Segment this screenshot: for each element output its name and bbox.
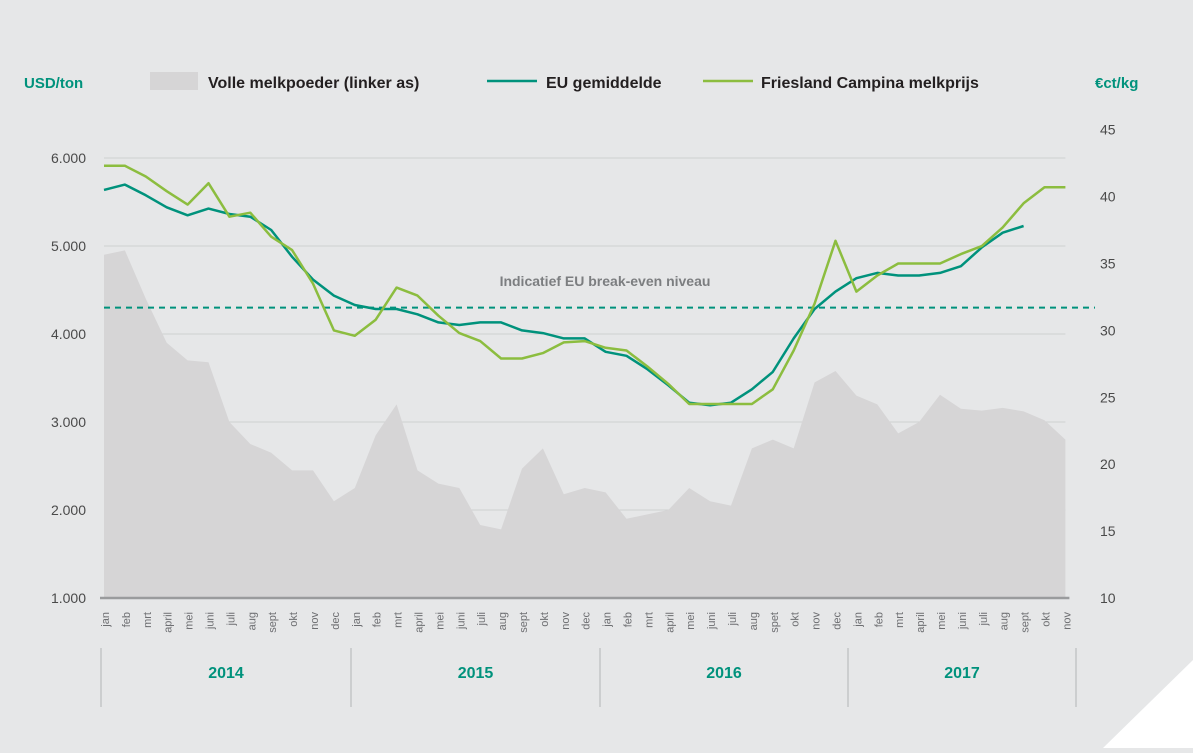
month-tick-label: juni <box>957 612 969 630</box>
month-tick-label: jan <box>351 612 363 628</box>
legend-area-label: Volle melkpoeder (linker as) <box>208 75 419 92</box>
month-tick-label: mrt <box>643 612 655 628</box>
month-tick-label: mei <box>434 612 446 630</box>
month-tick-label: okt <box>790 612 802 627</box>
corner-decoration <box>1103 660 1193 748</box>
left-axis-title: USD/ton <box>24 75 83 92</box>
month-tick-label: juni <box>205 612 217 630</box>
right-tick-label: 25 <box>1100 389 1116 405</box>
month-tick-label: jan <box>602 612 614 628</box>
year-label: 2015 <box>458 665 494 682</box>
month-tick-label: mrt <box>142 612 154 628</box>
month-tick-label: april <box>915 612 927 633</box>
month-tick-label: mei <box>685 612 697 630</box>
right-tick-label: 15 <box>1100 523 1116 539</box>
month-tick-label: sept <box>518 612 530 633</box>
right-axis-title: €ct/kg <box>1095 75 1138 92</box>
month-tick-label: aug <box>246 612 258 630</box>
month-tick-label: jan <box>852 612 864 628</box>
month-tick-label: dec <box>832 612 844 630</box>
month-tick-label: aug <box>999 612 1011 630</box>
month-tick-label: nov <box>811 612 823 630</box>
month-tick-label: juli <box>727 612 739 626</box>
break-even-layer: Indicatief EU break-even niveau <box>104 273 1095 309</box>
right-tick-label: 10 <box>1100 590 1116 606</box>
right-tick-label: 30 <box>1100 322 1116 338</box>
right-tick-label: 35 <box>1100 256 1116 272</box>
month-tick-label: feb <box>372 612 384 627</box>
month-tick-label: feb <box>121 612 133 627</box>
eu-average-line <box>103 183 1024 407</box>
month-tick-label: feb <box>873 612 885 627</box>
friesland-campina-line <box>104 164 1066 406</box>
month-tick-label: feb <box>623 612 635 627</box>
legend: Volle melkpoeder (linker as) EU gemiddeld… <box>150 72 979 92</box>
right-tick-label: 45 <box>1100 122 1116 138</box>
month-tick-label: nov <box>309 612 321 630</box>
year-label: 2017 <box>944 665 980 682</box>
month-tick-label: spet <box>769 612 781 633</box>
month-tick-label: juni <box>455 612 467 630</box>
left-tick-label: 6.000 <box>51 150 86 166</box>
left-tick-label: 5.000 <box>51 238 86 254</box>
month-tick-label: sept <box>267 612 279 633</box>
page-corner-fold <box>1103 660 1193 748</box>
legend-fc-label: Friesland Campina melkprijs <box>761 75 979 92</box>
left-tick-label: 3.000 <box>51 414 86 430</box>
year-label: 2014 <box>208 665 244 682</box>
break-even-label: Indicatief EU break-even niveau <box>500 273 711 289</box>
month-tick-label: mei <box>184 612 196 630</box>
axes-layer: USD/ton €ct/kg 1.000 2.000 3.000 4.000 5.000 6.… <box>24 75 1138 707</box>
month-tick-label: april <box>163 612 175 633</box>
whole-milk-powder-area-layer <box>104 250 1066 598</box>
legend-area-swatch <box>150 72 198 90</box>
month-tick-label: mei <box>936 612 948 630</box>
month-tick-label: april <box>414 612 426 633</box>
month-tick-label: okt <box>1041 612 1053 627</box>
month-tick-label: juli <box>476 612 488 626</box>
year-label: 2016 <box>706 665 742 682</box>
month-tick-label: aug <box>748 612 760 630</box>
month-tick-label: juni <box>706 612 718 630</box>
month-tick-label: nov <box>560 612 572 630</box>
month-tick-label: april <box>664 612 676 633</box>
whole-milk-powder-area <box>104 250 1066 598</box>
month-tick-label: jan <box>100 612 112 628</box>
right-tick-label: 20 <box>1100 456 1116 472</box>
month-tick-label: dec <box>581 612 593 630</box>
left-tick-label: 4.000 <box>51 326 86 342</box>
left-tick-label: 2.000 <box>51 502 86 518</box>
legend-eu-label: EU gemiddelde <box>546 75 662 92</box>
month-tick-label: juli <box>225 612 237 626</box>
left-tick-label: 1.000 <box>51 590 86 606</box>
month-tick-label: nov <box>1061 612 1073 630</box>
month-tick-label: sept <box>1020 612 1032 633</box>
month-tick-label: mrt <box>894 612 906 628</box>
month-tick-label: okt <box>288 612 300 627</box>
month-tick-label: dec <box>330 612 342 630</box>
month-tick-label: okt <box>539 612 551 627</box>
series-lines-layer <box>103 164 1066 407</box>
month-tick-label: juli <box>978 612 990 626</box>
right-tick-label: 40 <box>1100 189 1116 205</box>
month-tick-label: aug <box>497 612 509 630</box>
month-tick-label: mrt <box>393 612 405 628</box>
